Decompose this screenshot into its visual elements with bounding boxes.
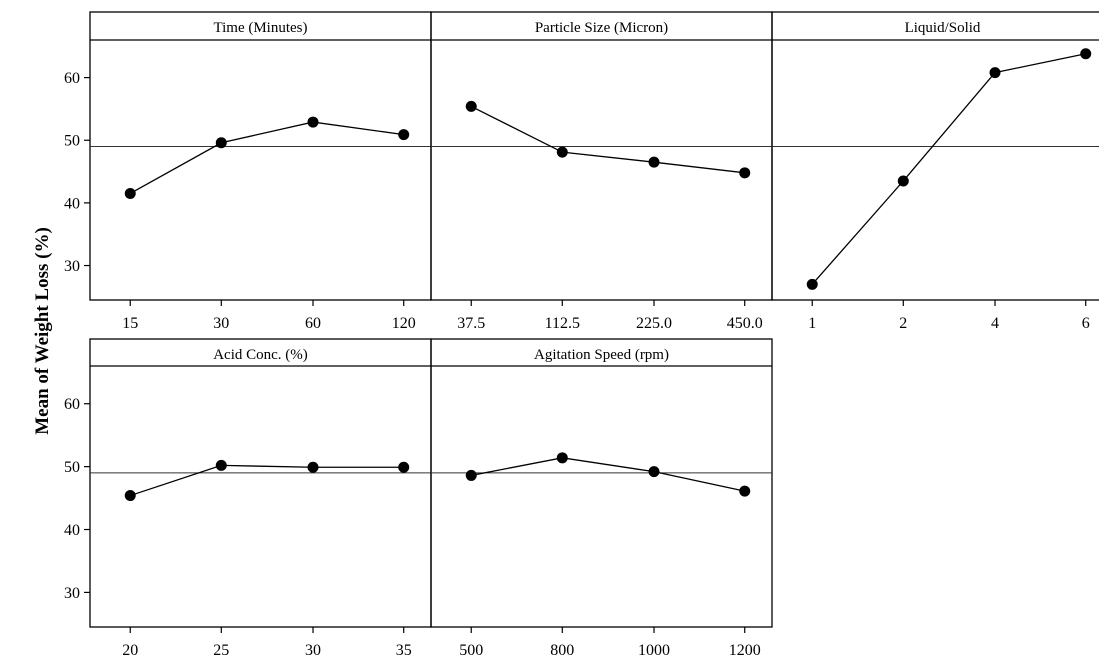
x-tick-label: 30 xyxy=(305,642,321,659)
panel-title: Acid Conc. (%) xyxy=(213,347,308,363)
series-line xyxy=(130,464,404,497)
data-point xyxy=(806,278,818,290)
x-tick-label: 30 xyxy=(213,315,229,332)
x-tick-label: 35 xyxy=(396,642,412,659)
x-tick-label: 6 xyxy=(1082,315,1090,332)
panel-title: Particle Size (Micron) xyxy=(535,20,668,36)
x-tick-label: 1 xyxy=(808,315,816,332)
x-tick-label: 112.5 xyxy=(545,315,580,332)
data-point xyxy=(215,459,227,471)
x-tick-label: 2 xyxy=(899,315,907,332)
x-tick-label: 20 xyxy=(122,642,138,659)
x-tick-label: 25 xyxy=(213,642,229,659)
data-point xyxy=(648,466,660,478)
x-tick-label: 37.5 xyxy=(457,315,485,332)
x-tick-label: 120 xyxy=(392,315,416,332)
panel-1: Time (Minutes) 30 40 50 60 15 30 60 120 xyxy=(64,11,432,332)
series-line xyxy=(811,53,1086,285)
y-tick-label: 60 xyxy=(64,70,80,87)
series-line xyxy=(129,121,404,195)
panel-frame xyxy=(430,338,773,628)
data-point xyxy=(465,469,477,481)
data-point xyxy=(307,461,319,473)
data-point xyxy=(398,129,410,141)
data-point xyxy=(465,100,477,112)
y-tick-label: 30 xyxy=(64,585,80,602)
y-tick-label: 40 xyxy=(64,195,80,212)
x-tick-label: 800 xyxy=(550,642,574,659)
x-tick-label: 1200 xyxy=(729,642,761,659)
panel-frame xyxy=(771,11,1099,301)
data-point xyxy=(739,485,751,497)
data-point xyxy=(124,187,136,199)
y-tick-label: 50 xyxy=(64,133,80,150)
data-point xyxy=(989,67,1001,79)
x-tick-label: 60 xyxy=(305,315,321,332)
panel-title: Agitation Speed (rpm) xyxy=(534,347,669,363)
data-point xyxy=(398,461,410,473)
x-tick-label: 4 xyxy=(991,315,999,332)
x-tick-label: 500 xyxy=(459,642,483,659)
data-point xyxy=(124,490,136,502)
y-tick-label: 40 xyxy=(64,522,80,539)
panel-3: Liquid/Solid 1 2 4 6 xyxy=(771,11,1099,332)
panel-5: Agitation Speed (rpm) 500 800 1000 1200 xyxy=(430,338,773,659)
y-tick-label: 60 xyxy=(64,396,80,413)
data-point xyxy=(556,452,568,464)
panel-frame xyxy=(89,338,432,628)
data-point xyxy=(739,167,751,179)
data-point xyxy=(556,146,568,158)
series-line xyxy=(470,105,745,174)
data-point xyxy=(215,137,227,149)
data-point xyxy=(897,175,909,187)
y-axis-label: Mean of Weight Loss (%) xyxy=(32,227,53,435)
y-tick-label: 30 xyxy=(64,258,80,275)
x-tick-label: 225.0 xyxy=(636,315,672,332)
series-line xyxy=(471,457,745,492)
data-point xyxy=(307,116,319,128)
panel-title: Time (Minutes) xyxy=(213,20,307,36)
x-tick-label: 450.0 xyxy=(727,315,763,332)
panel-2: Particle Size (Micron) 37.5 112.5 225.0 450.… xyxy=(430,11,773,332)
data-point xyxy=(648,156,660,168)
panel-frame xyxy=(89,11,432,301)
panel-title: Liquid/Solid xyxy=(905,20,981,36)
x-tick-label: 1000 xyxy=(638,642,670,659)
data-point xyxy=(1080,48,1092,60)
y-tick-label: 50 xyxy=(64,459,80,476)
panel-4: Acid Conc. (%) 30 40 50 60 20 25 30 35 xyxy=(64,338,432,659)
x-tick-label: 15 xyxy=(122,315,138,332)
